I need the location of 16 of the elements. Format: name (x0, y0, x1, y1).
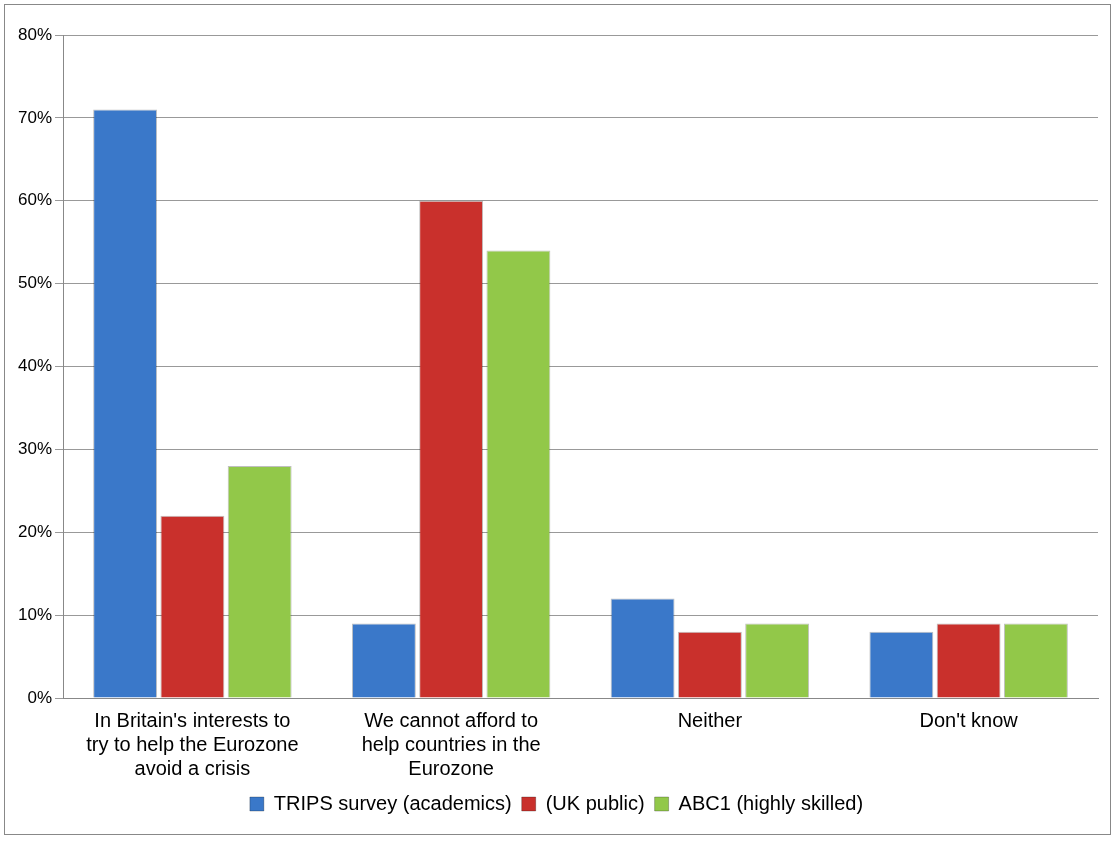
legend-label: TRIPS survey (academics) (273, 791, 512, 814)
x-tick-label: Don't know (919, 708, 1019, 731)
legend-label: (UK public) (545, 791, 645, 814)
y-tick-label: 50% (17, 273, 53, 293)
y-tick-label: 20% (17, 521, 53, 541)
y-tick-label: 0% (27, 687, 53, 707)
x-tick-label: Neither (677, 708, 743, 731)
y-tick-label: 70% (17, 107, 53, 127)
y-tick-label: 60% (17, 190, 53, 210)
y-tick-label: 40% (17, 356, 53, 376)
y-tick-label: 10% (17, 604, 53, 624)
legend-label: ABC1 (highly skilled) (678, 791, 864, 814)
y-tick-label: 30% (17, 439, 53, 459)
x-tick-label: We cannot afford to help countries in the Eurozone (361, 708, 541, 779)
x-tick-label: In Britain's interests to try to help the Eurozone avoid a crisis (86, 708, 299, 779)
y-tick-label: 80% (17, 24, 53, 44)
